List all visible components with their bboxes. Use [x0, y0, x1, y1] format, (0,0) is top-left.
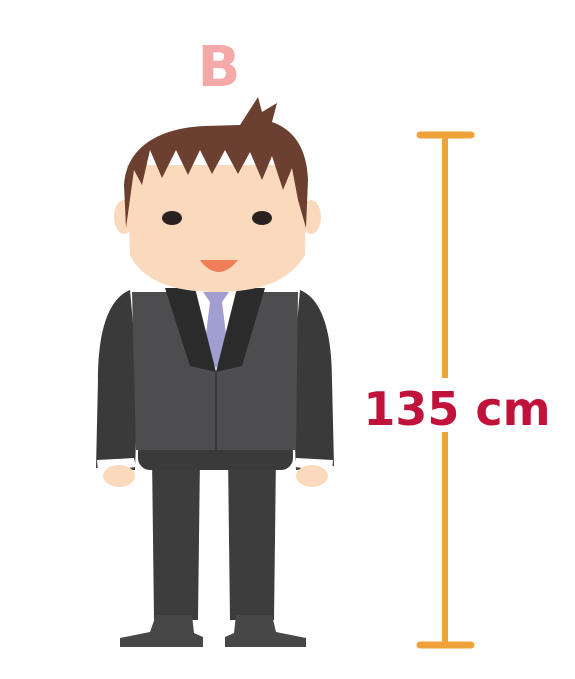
right-leg: [228, 455, 276, 620]
right-eye: [252, 211, 272, 225]
right-hand: [296, 465, 328, 487]
boy-figure: [96, 97, 334, 647]
figure-label: B: [198, 35, 241, 100]
left-eye: [162, 211, 182, 225]
left-leg: [152, 455, 200, 620]
left-shoe: [120, 615, 203, 647]
height-ruler: [416, 131, 475, 649]
left-sleeve: [96, 290, 138, 470]
height-value: 135 cm: [363, 382, 550, 436]
face: [127, 165, 306, 292]
hair: [124, 97, 308, 228]
left-cuff: [97, 458, 136, 472]
right-sleeve: [292, 290, 334, 470]
right-shoe: [225, 615, 306, 647]
left-hand: [103, 465, 135, 487]
left-lapel: [165, 288, 216, 372]
mouth: [200, 260, 238, 272]
right-lapel: [216, 288, 265, 372]
